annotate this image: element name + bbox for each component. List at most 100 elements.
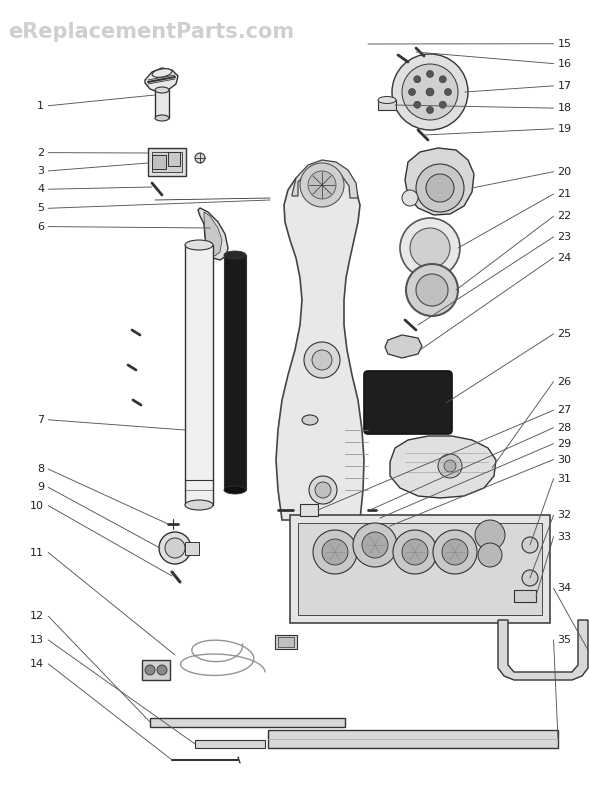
FancyBboxPatch shape — [364, 371, 452, 434]
Text: 2: 2 — [37, 148, 44, 157]
Circle shape — [353, 523, 397, 567]
Text: 24: 24 — [558, 253, 572, 262]
Circle shape — [300, 163, 344, 207]
Circle shape — [309, 476, 337, 504]
Circle shape — [402, 539, 428, 565]
Text: 29: 29 — [558, 439, 572, 448]
Circle shape — [433, 530, 477, 574]
Circle shape — [522, 570, 538, 586]
Text: 33: 33 — [558, 532, 572, 541]
Text: 21: 21 — [558, 189, 572, 199]
Circle shape — [444, 88, 451, 95]
Bar — [290, 515, 550, 623]
Circle shape — [414, 76, 421, 83]
Circle shape — [408, 88, 415, 95]
Bar — [300, 504, 318, 516]
Circle shape — [315, 482, 331, 498]
Bar — [185, 245, 213, 505]
Ellipse shape — [155, 115, 169, 121]
Circle shape — [362, 532, 388, 558]
Text: 32: 32 — [558, 510, 572, 520]
Circle shape — [410, 228, 450, 268]
Ellipse shape — [224, 486, 246, 494]
Text: 3: 3 — [37, 166, 44, 176]
Text: 4: 4 — [37, 184, 44, 194]
Text: 18: 18 — [558, 103, 572, 113]
Bar — [150, 718, 345, 727]
Text: 31: 31 — [558, 474, 572, 483]
Polygon shape — [292, 160, 358, 198]
Circle shape — [406, 264, 458, 316]
Circle shape — [393, 530, 437, 574]
Bar — [224, 255, 246, 490]
Text: 25: 25 — [558, 329, 572, 339]
Circle shape — [426, 88, 434, 96]
Text: 34: 34 — [558, 584, 572, 593]
Polygon shape — [405, 148, 474, 215]
Circle shape — [414, 101, 421, 108]
Bar — [185, 542, 199, 555]
Polygon shape — [145, 68, 178, 92]
Circle shape — [439, 76, 446, 83]
Circle shape — [159, 532, 191, 564]
Bar — [298, 523, 542, 615]
Bar — [278, 637, 294, 647]
Polygon shape — [204, 212, 222, 256]
Bar — [168, 152, 180, 166]
Text: 22: 22 — [558, 211, 572, 221]
Circle shape — [402, 190, 418, 206]
Circle shape — [402, 64, 458, 120]
Circle shape — [165, 538, 185, 558]
Circle shape — [157, 665, 167, 675]
Bar — [514, 590, 536, 602]
Circle shape — [442, 539, 468, 565]
Bar — [275, 635, 297, 649]
Text: 35: 35 — [558, 635, 572, 645]
Circle shape — [427, 107, 434, 114]
Circle shape — [322, 539, 348, 565]
Polygon shape — [385, 335, 422, 358]
Text: 1: 1 — [37, 101, 44, 111]
Text: 16: 16 — [558, 59, 572, 68]
Text: 6: 6 — [37, 222, 44, 231]
Bar — [152, 152, 182, 172]
Bar — [268, 730, 558, 748]
Circle shape — [439, 101, 446, 108]
Text: 17: 17 — [558, 81, 572, 91]
Ellipse shape — [185, 500, 213, 510]
Circle shape — [313, 530, 357, 574]
Bar — [378, 100, 396, 110]
Text: 19: 19 — [558, 124, 572, 134]
Ellipse shape — [155, 87, 169, 93]
Text: 28: 28 — [558, 423, 572, 432]
Bar — [155, 90, 169, 118]
Bar — [195, 740, 265, 748]
Circle shape — [416, 164, 464, 212]
Text: 27: 27 — [558, 405, 572, 415]
Polygon shape — [390, 436, 496, 498]
Circle shape — [392, 54, 468, 130]
Text: 9: 9 — [37, 483, 44, 492]
Bar — [152, 155, 166, 169]
Circle shape — [522, 537, 538, 553]
Circle shape — [444, 460, 456, 472]
Ellipse shape — [185, 240, 213, 250]
Text: eReplacementParts.com: eReplacementParts.com — [8, 22, 294, 42]
Text: 10: 10 — [30, 501, 44, 510]
Text: 20: 20 — [558, 167, 572, 176]
Circle shape — [145, 665, 155, 675]
Circle shape — [400, 218, 460, 278]
Circle shape — [426, 174, 454, 202]
Polygon shape — [498, 620, 588, 680]
Bar — [148, 148, 186, 176]
Ellipse shape — [378, 96, 396, 103]
Text: 15: 15 — [558, 39, 572, 48]
Circle shape — [427, 71, 434, 77]
Text: 11: 11 — [30, 548, 44, 557]
Circle shape — [304, 342, 340, 378]
Circle shape — [308, 171, 336, 199]
Ellipse shape — [302, 415, 318, 425]
Circle shape — [195, 153, 205, 163]
Ellipse shape — [152, 68, 172, 77]
Text: 23: 23 — [558, 232, 572, 242]
